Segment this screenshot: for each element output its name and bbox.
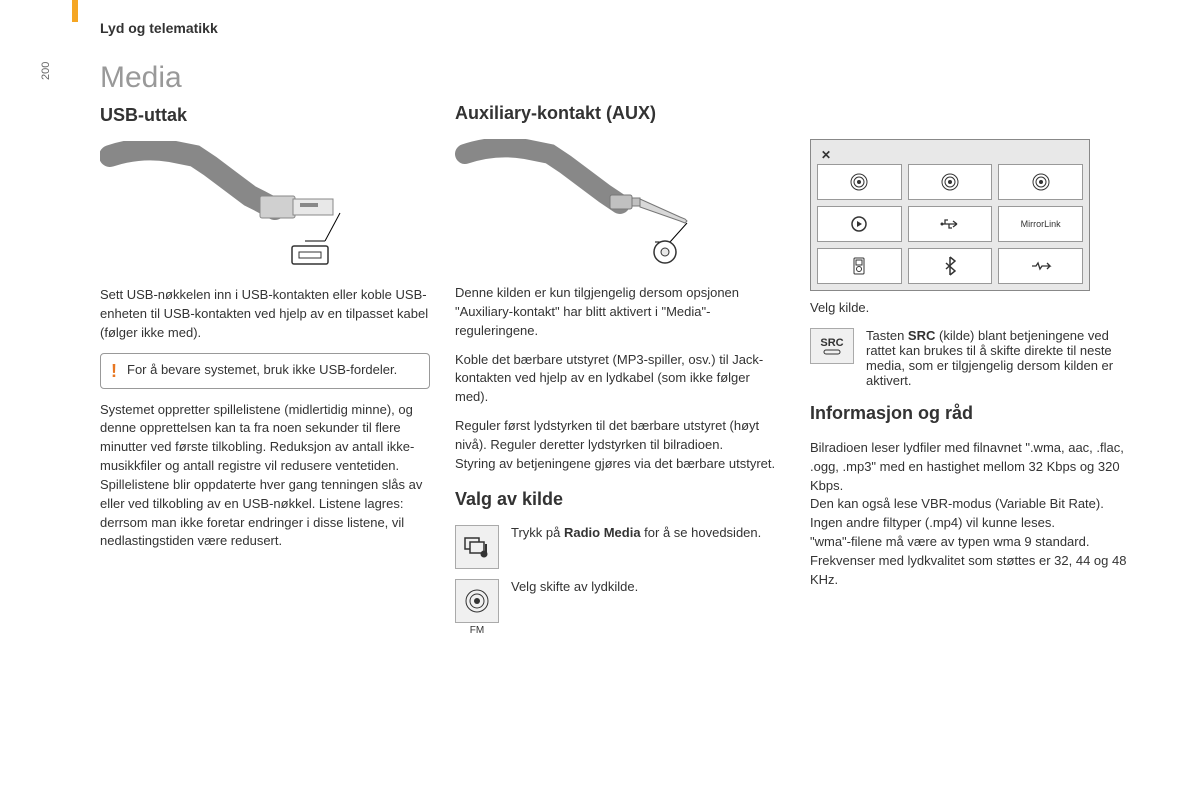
close-icon[interactable]: ✕ bbox=[817, 146, 1083, 164]
source-ipod[interactable] bbox=[817, 248, 902, 284]
source-radio-3[interactable] bbox=[998, 164, 1083, 200]
source-caption: Velg kilde. bbox=[810, 299, 1140, 318]
source-radio-1[interactable] bbox=[817, 164, 902, 200]
fm-icon bbox=[455, 579, 499, 623]
usb-illustration bbox=[100, 141, 380, 271]
column-3: ✕ MirrorLink Velg kilde. SRC bbox=[810, 61, 1140, 646]
info-text: Bilradioen leser lydfiler med filnavnet … bbox=[810, 439, 1140, 590]
aux-p3: Reguler først lydstyrken til det bærbare… bbox=[455, 417, 785, 474]
fm-text: Velg skifte av lydkilde. bbox=[511, 579, 638, 594]
info-heading: Informasjon og råd bbox=[810, 403, 1140, 424]
warning-icon: ! bbox=[111, 362, 117, 380]
warning-text: For å bevare systemet, bruk ikke USB-for… bbox=[127, 362, 397, 380]
aux-heading: Auxiliary-kontakt (AUX) bbox=[455, 103, 785, 124]
section-tab bbox=[72, 0, 78, 22]
fm-label: FM bbox=[455, 625, 499, 636]
source-mirrorlink[interactable]: MirrorLink bbox=[998, 206, 1083, 242]
source-grid: ✕ MirrorLink bbox=[810, 139, 1090, 291]
page-number: 200 bbox=[40, 62, 52, 80]
source-usb[interactable] bbox=[908, 206, 993, 242]
usb-system-text: Systemet oppretter spillelistene (midler… bbox=[100, 401, 430, 552]
aux-p1: Denne kilden er kun tilgjengelig dersom … bbox=[455, 284, 785, 341]
fm-step: FM Velg skifte av lydkilde. bbox=[455, 579, 785, 636]
source-radio-2[interactable] bbox=[908, 164, 993, 200]
radio-media-step: Trykk på Radio Media for å se hovedsiden… bbox=[455, 525, 785, 569]
radio-media-icon bbox=[455, 525, 499, 569]
usb-heading: USB-uttak bbox=[100, 105, 430, 126]
source-play[interactable] bbox=[817, 206, 902, 242]
column-1: Media USB-uttak Sett USB-nøkkelen inn i … bbox=[100, 61, 430, 646]
src-button-icon: SRC bbox=[810, 328, 854, 364]
source-bluetooth[interactable] bbox=[908, 248, 993, 284]
source-select-heading: Valg av kilde bbox=[455, 489, 785, 510]
src-button-row: SRC Tasten SRC (kilde) blant betjeningen… bbox=[810, 328, 1140, 388]
main-title: Media bbox=[100, 61, 430, 95]
header-title: Lyd og telematikk bbox=[100, 20, 1170, 36]
source-aux[interactable] bbox=[998, 248, 1083, 284]
usb-instruction: Sett USB-nøkkelen inn i USB-kontakten el… bbox=[100, 286, 430, 343]
radio-media-text: Trykk på Radio Media for å se hovedsiden… bbox=[511, 525, 761, 540]
src-text: Tasten SRC (kilde) blant betjeningene ve… bbox=[866, 328, 1140, 388]
content-grid: Media USB-uttak Sett USB-nøkkelen inn i … bbox=[100, 61, 1170, 646]
warning-box: ! For å bevare systemet, bruk ikke USB-f… bbox=[100, 353, 430, 389]
aux-illustration bbox=[455, 139, 735, 269]
aux-p2: Koble det bærbare utstyret (MP3-spiller,… bbox=[455, 351, 785, 408]
column-2: Auxiliary-kontakt (AUX) Denne kilden er … bbox=[455, 61, 785, 646]
